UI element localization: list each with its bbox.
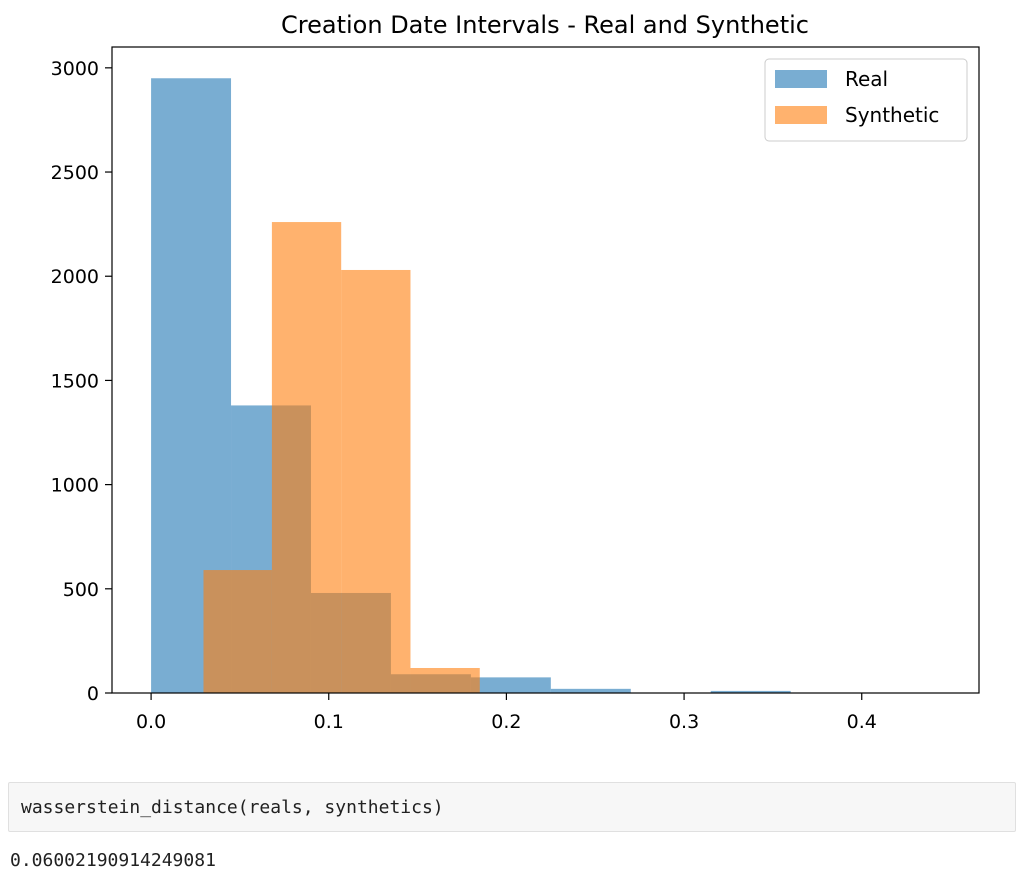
histogram-bar-real-4 bbox=[470, 677, 551, 693]
histogram-chart: Creation Date Intervals - Real and Synth… bbox=[51, 11, 980, 733]
legend-label-real: Real bbox=[845, 67, 888, 91]
x-tick-label: 0.2 bbox=[491, 711, 521, 733]
plot-frame bbox=[111, 46, 980, 694]
y-tick-label: 0 bbox=[87, 683, 99, 705]
histogram-bar-synthetic-3 bbox=[410, 667, 480, 693]
code-cell[interactable]: wasserstein_distance(reals, synthetics) bbox=[8, 782, 1016, 832]
histogram-figure: Creation Date Intervals - Real and Synth… bbox=[51, 11, 980, 733]
histogram-bar-synthetic-1 bbox=[271, 222, 342, 693]
y-tick-label: 1500 bbox=[51, 370, 99, 392]
y-tick-label: 1000 bbox=[51, 475, 99, 497]
y-tick-label: 500 bbox=[63, 579, 99, 601]
code-cell-source: wasserstein_distance(reals, synthetics) bbox=[21, 797, 444, 818]
x-tick-label: 0.1 bbox=[314, 711, 344, 733]
legend-swatch-real bbox=[775, 70, 827, 88]
y-tick-label: 3000 bbox=[51, 58, 99, 80]
histogram-bar-real-7 bbox=[710, 690, 791, 693]
x-tick-label: 0.0 bbox=[136, 711, 166, 733]
y-tick-label: 2500 bbox=[51, 162, 99, 184]
histogram-bar-synthetic-0 bbox=[203, 570, 272, 693]
y-tick-label: 2000 bbox=[51, 266, 99, 288]
histogram-bar-real-5 bbox=[550, 688, 631, 693]
x-tick-label: 0.4 bbox=[847, 711, 877, 733]
legend-swatch-synthetic bbox=[775, 106, 827, 124]
histogram-bar-synthetic-2 bbox=[341, 269, 411, 693]
cell-output: 0.06002190914249081 bbox=[10, 850, 216, 871]
chart-title: Creation Date Intervals - Real and Synth… bbox=[281, 11, 809, 39]
x-tick-label: 0.3 bbox=[669, 711, 699, 733]
legend-label-synthetic: Synthetic bbox=[845, 103, 939, 127]
